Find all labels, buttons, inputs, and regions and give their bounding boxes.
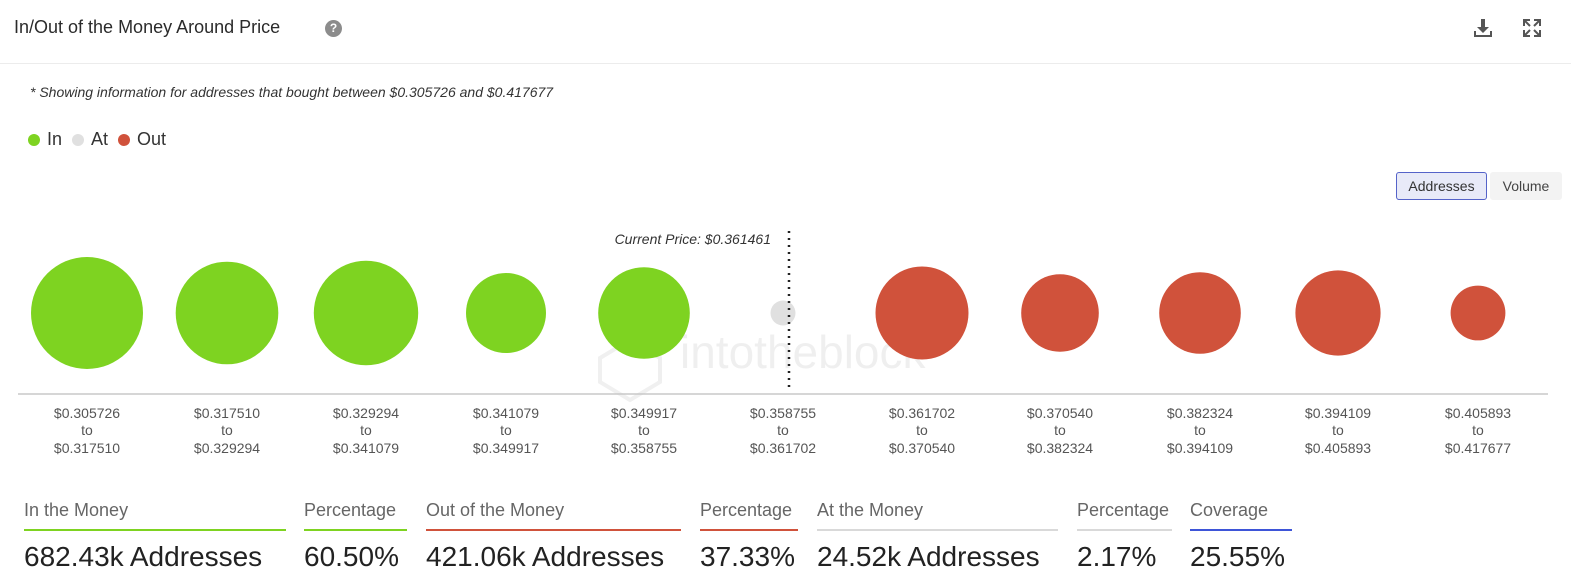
tick-label-separator-8: to — [1194, 422, 1206, 438]
stat-value-in-the-money: 682.43k Addresses — [24, 541, 263, 572]
tick-label-from-2: $0.329294 — [333, 405, 399, 421]
tick-label-to-6: $0.370540 — [889, 440, 955, 456]
addresses-toggle-button[interactable]: Addresses — [1396, 172, 1487, 200]
stat-label-at-percentage: Percentage — [1077, 500, 1172, 531]
stat-coverage: Coverage 25.55% — [1190, 500, 1292, 580]
tick-label-from-5: $0.358755 — [750, 405, 816, 421]
stat-label-at-the-money: At the Money — [817, 500, 1058, 531]
bubble-out-10[interactable] — [1450, 285, 1506, 341]
help-icon[interactable]: ? — [325, 20, 342, 37]
tick-label-from-6: $0.361702 — [889, 405, 955, 421]
stat-label-in-the-money: In the Money — [24, 500, 286, 531]
tick-label-from-10: $0.405893 — [1445, 405, 1511, 421]
tick-label-from-7: $0.370540 — [1027, 405, 1093, 421]
range-note: * Showing information for addresses that… — [30, 84, 554, 100]
stat-value-out-percentage: 37.33% — [700, 541, 795, 572]
tick-label-from-4: $0.349917 — [611, 405, 677, 421]
tick-label-to-3: $0.349917 — [473, 440, 539, 456]
stat-value-at-percentage: 2.17% — [1077, 541, 1157, 572]
chart-title: In/Out of the Money Around Price — [14, 17, 281, 37]
bubble-in-1[interactable] — [175, 261, 279, 365]
bubble-chart: intotheblock Current Price: $0.361461 $0… — [18, 231, 1548, 456]
stat-label-out-percentage: Percentage — [700, 500, 798, 531]
tick-label-separator-0: to — [81, 422, 93, 438]
bubble-in-0[interactable] — [31, 257, 143, 369]
legend: In At Out — [28, 129, 176, 150]
stat-value-out-of-the-money: 421.06k Addresses — [426, 541, 665, 572]
stat-label-coverage: Coverage — [1190, 500, 1292, 531]
stat-label-in-percentage: Percentage — [304, 500, 407, 531]
bubble-out-8[interactable] — [1159, 272, 1241, 354]
stat-value-at-the-money: 24.52k Addresses — [817, 541, 1040, 572]
bubble-out-9[interactable] — [1295, 270, 1381, 356]
chart-header: In/Out of the Money Around Price ? — [0, 0, 1571, 64]
tick-label-from-0: $0.305726 — [54, 405, 120, 421]
bubble-in-4[interactable] — [598, 267, 690, 359]
stat-out-of-the-money: Out of the Money 421.06k Addresses — [426, 500, 681, 580]
legend-dot-at — [72, 133, 85, 146]
tick-label-separator-5: to — [777, 422, 789, 438]
tick-label-separator-10: to — [1472, 422, 1484, 438]
tick-label-from-9: $0.394109 — [1305, 405, 1371, 421]
bubble-in-3[interactable] — [466, 273, 546, 353]
bubble-at-5[interactable] — [770, 300, 796, 326]
tick-label-separator-7: to — [1054, 422, 1066, 438]
tick-label-to-2: $0.341079 — [333, 440, 399, 456]
stat-in-the-money: In the Money 682.43k Addresses — [24, 500, 286, 580]
tick-label-separator-6: to — [916, 422, 928, 438]
tick-label-from-8: $0.382324 — [1167, 405, 1233, 421]
tick-label-from-3: $0.341079 — [473, 405, 539, 421]
stat-label-out-of-the-money: Out of the Money — [426, 500, 681, 531]
legend-item-out[interactable]: Out — [118, 129, 166, 150]
stat-out-percentage: Percentage 37.33% — [700, 500, 798, 580]
tick-label-separator-2: to — [360, 422, 372, 438]
tick-label-to-10: $0.417677 — [1445, 440, 1511, 456]
legend-label-out: Out — [137, 129, 167, 149]
expand-icon[interactable] — [1520, 16, 1544, 40]
bubble-out-7[interactable] — [1021, 274, 1099, 352]
tick-label-to-8: $0.394109 — [1167, 440, 1233, 456]
legend-dot-in — [28, 133, 40, 146]
stat-value-in-percentage: 60.50% — [304, 541, 399, 572]
bubble-in-2[interactable] — [313, 260, 419, 366]
volume-toggle-button[interactable]: Volume — [1490, 172, 1562, 200]
tick-label-to-9: $0.405893 — [1305, 440, 1371, 456]
bubble-out-6[interactable] — [875, 266, 969, 360]
tick-label-to-1: $0.329294 — [194, 440, 260, 456]
stat-in-percentage: Percentage 60.50% — [304, 500, 407, 580]
legend-label-at: At — [91, 129, 109, 149]
tick-label-to-5: $0.361702 — [750, 440, 816, 456]
legend-item-in[interactable]: In — [28, 129, 62, 150]
tick-label-to-0: $0.317510 — [54, 440, 120, 456]
tick-label-to-7: $0.382324 — [1027, 440, 1093, 456]
legend-label-in: In — [47, 129, 63, 149]
stat-at-the-money: At the Money 24.52k Addresses — [817, 500, 1058, 580]
tick-label-separator-9: to — [1332, 422, 1344, 438]
tick-label-separator-1: to — [221, 422, 233, 438]
current-price-label: Current Price: $0.361461 — [615, 231, 771, 247]
download-icon[interactable] — [1471, 16, 1495, 40]
legend-dot-out — [118, 133, 131, 146]
stat-at-percentage: Percentage 2.17% — [1077, 500, 1172, 580]
tick-label-separator-3: to — [500, 422, 512, 438]
tick-label-to-4: $0.358755 — [611, 440, 677, 456]
stat-value-coverage: 25.55% — [1190, 541, 1285, 572]
legend-item-at[interactable]: At — [72, 129, 108, 150]
tick-label-from-1: $0.317510 — [194, 405, 260, 421]
tick-label-separator-4: to — [638, 422, 650, 438]
